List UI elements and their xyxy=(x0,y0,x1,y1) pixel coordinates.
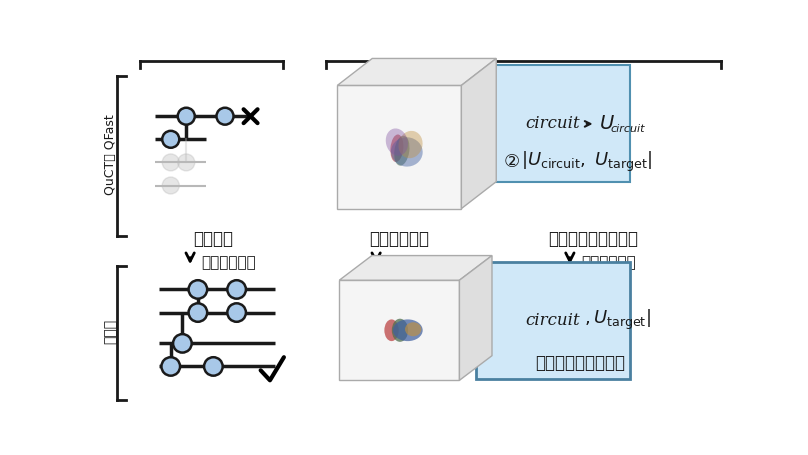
Text: circuit: circuit xyxy=(611,123,646,133)
Text: 贪心算法: 贪心算法 xyxy=(193,230,234,248)
Text: ②: ② xyxy=(504,153,520,172)
Ellipse shape xyxy=(392,318,408,342)
Polygon shape xyxy=(338,58,496,86)
Circle shape xyxy=(173,334,191,353)
Polygon shape xyxy=(461,58,496,208)
Polygon shape xyxy=(460,256,492,380)
Circle shape xyxy=(188,303,207,322)
Text: ①: ① xyxy=(504,115,520,133)
Circle shape xyxy=(178,108,195,125)
Text: 最小化复杂度: 最小化复杂度 xyxy=(582,255,636,270)
Circle shape xyxy=(162,154,179,171)
Circle shape xyxy=(227,280,246,298)
Text: QuCT， QFast: QuCT， QFast xyxy=(103,114,117,195)
Text: $, U_{\rm target}|$: $, U_{\rm target}|$ xyxy=(584,308,651,332)
Circle shape xyxy=(188,280,207,298)
Text: 避免局部最优: 避免局部最优 xyxy=(202,255,256,270)
Text: ①: ① xyxy=(504,311,520,329)
Text: circuit: circuit xyxy=(526,312,580,329)
Bar xyxy=(338,86,461,208)
Bar xyxy=(339,280,460,380)
Ellipse shape xyxy=(405,322,421,336)
Circle shape xyxy=(162,131,179,148)
Text: circuit: circuit xyxy=(526,116,580,132)
Circle shape xyxy=(227,303,246,322)
Circle shape xyxy=(162,357,180,376)
Ellipse shape xyxy=(385,319,399,341)
Ellipse shape xyxy=(393,319,423,341)
Ellipse shape xyxy=(385,128,408,156)
Ellipse shape xyxy=(391,137,423,167)
Ellipse shape xyxy=(398,131,423,158)
Text: 希尔伯特－施密特参: 希尔伯特－施密特参 xyxy=(535,354,625,372)
Text: 本工作: 本工作 xyxy=(103,319,117,344)
Text: 重叠候选集合: 重叠候选集合 xyxy=(369,230,429,248)
Circle shape xyxy=(178,154,195,171)
Circle shape xyxy=(204,357,223,376)
Text: 避免局部最优: 避免局部最优 xyxy=(388,255,443,270)
Circle shape xyxy=(217,108,234,125)
Ellipse shape xyxy=(390,135,403,162)
Text: $U$: $U$ xyxy=(599,114,614,133)
Text: 基于距离的参数优化: 基于距离的参数优化 xyxy=(548,230,638,248)
Polygon shape xyxy=(339,256,492,280)
Text: $|U_{\rm circuit},\ U_{\rm target}|$: $|U_{\rm circuit},\ U_{\rm target}|$ xyxy=(521,150,653,175)
Ellipse shape xyxy=(394,136,410,166)
Circle shape xyxy=(162,177,179,194)
